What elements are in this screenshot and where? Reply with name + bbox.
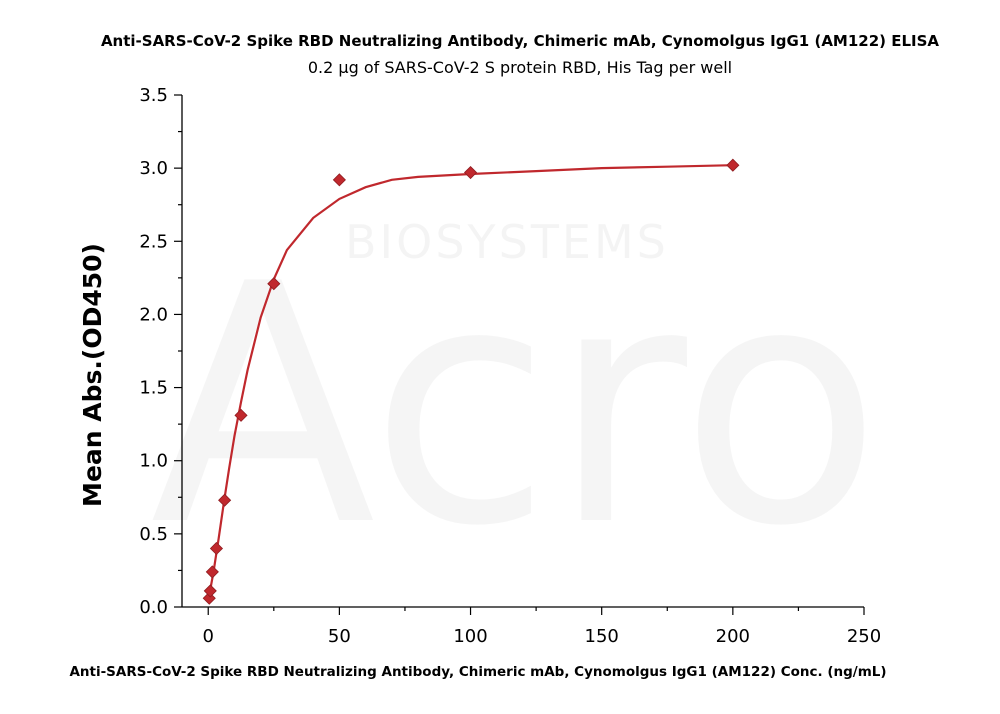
watermark-subtext: BIOSYSTEMS — [345, 215, 669, 269]
y-axis-ticks: 0.0 0.5 1.0 1.5 2.0 2.5 3.0 3.5 — [139, 85, 182, 618]
x-tick-label: 50 — [328, 626, 351, 647]
x-tick-label: 0 — [203, 626, 214, 647]
y-tick-label: 3.0 — [139, 158, 168, 179]
data-point — [463, 165, 478, 180]
x-axis-label: Anti-SARS-CoV-2 Spike RBD Neutralizing A… — [69, 664, 886, 680]
x-tick-label: 100 — [453, 626, 487, 647]
y-tick-label: 0.0 — [139, 597, 168, 618]
data-point — [267, 277, 281, 291]
data-point — [205, 565, 219, 579]
y-tick-label: 2.5 — [139, 231, 168, 252]
y-tick-label: 2.0 — [139, 304, 168, 325]
data-points — [202, 158, 740, 605]
fit-curve-line — [207, 164, 733, 602]
data-point — [209, 541, 224, 556]
watermark-logo-text: Acro — [150, 214, 882, 598]
data-point — [218, 493, 232, 507]
x-tick-label: 200 — [716, 626, 750, 647]
chart-subtitle: 0.2 μg of SARS-CoV-2 S protein RBD, His … — [308, 58, 732, 77]
x-tick-label: 150 — [585, 626, 619, 647]
y-tick-label: 1.5 — [139, 378, 168, 399]
x-axis-ticks: 0 50 100 150 200 250 — [203, 607, 881, 647]
data-point — [203, 584, 217, 598]
y-axis-label: Mean Abs.(OD450) — [78, 243, 107, 507]
x-tick-label: 250 — [847, 626, 881, 647]
data-point — [234, 408, 248, 422]
y-tick-label: 3.5 — [139, 85, 168, 106]
y-tick-label: 1.0 — [139, 451, 168, 472]
chart-title: Anti-SARS-CoV-2 Spike RBD Neutralizing A… — [101, 32, 939, 50]
data-point — [332, 173, 346, 187]
watermark: Acro BIOSYSTEMS — [150, 214, 882, 598]
y-tick-label: 0.5 — [139, 524, 168, 545]
data-point — [726, 158, 740, 172]
